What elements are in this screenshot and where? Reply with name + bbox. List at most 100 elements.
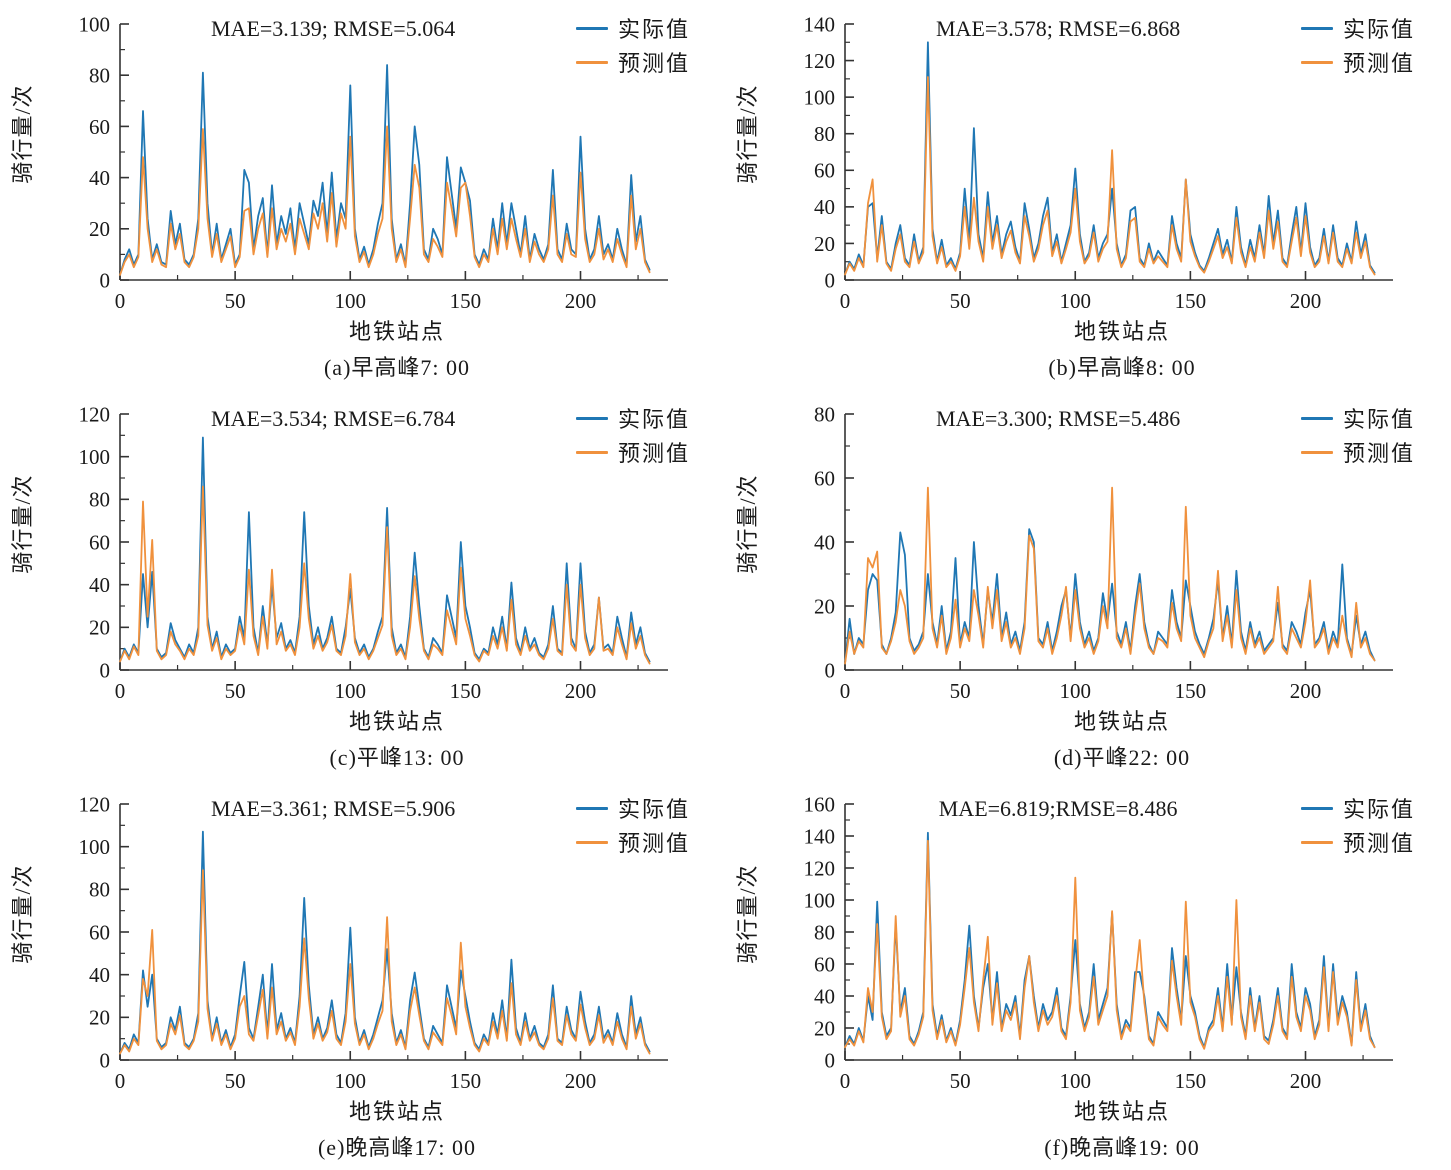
x-axis-label: 地铁站点 (348, 709, 445, 734)
svg-text:0: 0 (115, 1069, 126, 1093)
svg-text:0: 0 (115, 679, 126, 703)
legend-item-actual: 实际值 (1300, 12, 1415, 44)
predicted-line-swatch (575, 450, 608, 454)
legend-item-predicted: 预测值 (575, 46, 690, 78)
x-axis-label: 地铁站点 (1073, 319, 1170, 344)
y-axis-label: 骑行量/次 (735, 474, 760, 574)
svg-text:100: 100 (79, 835, 111, 859)
legend-label-actual: 实际值 (1342, 17, 1415, 42)
subplot-caption-a: (a)早高峰7: 00 (323, 355, 471, 380)
svg-text:60: 60 (814, 466, 835, 490)
svg-text:0: 0 (825, 268, 836, 292)
svg-text:80: 80 (814, 920, 835, 944)
svg-text:0: 0 (840, 289, 851, 313)
legend-label-predicted: 预测值 (1342, 51, 1415, 76)
svg-text:150: 150 (450, 289, 482, 313)
legend: 实际值 预测值 (1300, 12, 1415, 78)
actual-line-swatch (575, 806, 608, 810)
legend: 实际值 预测值 (575, 12, 690, 78)
chart-panel-b: 骑行量/次 0 20 40 60 80 100 120 140 0 50 100 150 200 MAE… (725, 0, 1451, 390)
x-axis-label: 地铁站点 (348, 1099, 445, 1124)
svg-text:150: 150 (1175, 289, 1207, 313)
predicted-line-swatch (1300, 840, 1333, 844)
legend-item-actual: 实际值 (575, 402, 690, 434)
y-axis-label: 骑行量/次 (10, 474, 35, 574)
svg-text:20: 20 (814, 232, 835, 256)
svg-text:40: 40 (89, 573, 110, 597)
metrics-annotation: MAE=3.361; RMSE=5.906 (210, 796, 456, 821)
legend-item-actual: 实际值 (1300, 402, 1415, 434)
plot-area-a: 0 20 40 60 80 100 0 50 100 150 200 MAE=3.139; RMSE… (48, 8, 696, 326)
actual-line-swatch (1300, 26, 1333, 30)
plot-area-c: 0 20 40 60 80 100 120 0 50 100 150 200 MAE=3.534; R… (48, 398, 696, 716)
svg-text:0: 0 (100, 268, 111, 292)
legend: 实际值 预测值 (575, 402, 690, 468)
legend-label-actual: 实际值 (1342, 407, 1415, 432)
svg-text:0: 0 (840, 679, 851, 703)
plot-area-d: 0 20 40 60 80 0 50 100 150 200 MAE=3.300; RMSE=5.… (773, 398, 1421, 716)
svg-text:40: 40 (814, 195, 835, 219)
svg-text:50: 50 (225, 679, 246, 703)
svg-text:100: 100 (335, 1069, 367, 1093)
svg-text:150: 150 (450, 679, 482, 703)
svg-text:100: 100 (1060, 1069, 1092, 1093)
svg-text:0: 0 (100, 658, 111, 682)
line-plot-b: 0 20 40 60 80 100 120 140 0 50 100 150 200 (804, 12, 1393, 313)
plot-area-b: 0 20 40 60 80 100 120 140 0 50 100 150 200 MAE=3.578… (773, 8, 1421, 326)
legend-item-actual: 实际值 (575, 792, 690, 824)
metrics-annotation: MAE=3.139; RMSE=5.064 (210, 16, 456, 41)
svg-text:100: 100 (804, 85, 836, 109)
svg-text:60: 60 (814, 159, 835, 183)
svg-text:60: 60 (89, 530, 110, 554)
predicted-line-swatch (575, 840, 608, 844)
metrics-annotation: MAE=3.300; RMSE=5.486 (935, 406, 1181, 431)
svg-text:50: 50 (950, 289, 971, 313)
svg-text:40: 40 (814, 530, 835, 554)
plot-area-e: 0 20 40 60 80 100 120 0 50 100 150 200 MAE=3.361; R… (48, 788, 696, 1106)
svg-text:50: 50 (225, 289, 246, 313)
svg-text:80: 80 (89, 878, 110, 902)
svg-text:120: 120 (804, 49, 836, 73)
chart-panel-e: 骑行量/次 0 20 40 60 80 100 120 0 50 100 150 200 MAE=3.… (0, 780, 725, 1170)
svg-text:100: 100 (335, 679, 367, 703)
predicted-line-swatch (575, 60, 608, 64)
svg-text:200: 200 (565, 289, 597, 313)
y-axis-label: 骑行量/次 (10, 84, 35, 184)
svg-text:40: 40 (89, 166, 110, 190)
legend-label-actual: 实际值 (617, 17, 690, 42)
legend-item-predicted: 预测值 (1300, 46, 1415, 78)
legend: 实际值 预测值 (1300, 792, 1415, 858)
chart-panel-c: 骑行量/次 0 20 40 60 80 100 120 0 50 100 150 200 MAE=3.… (0, 390, 725, 780)
svg-text:200: 200 (1290, 1069, 1322, 1093)
svg-text:40: 40 (814, 984, 835, 1008)
legend-label-actual: 实际值 (1342, 797, 1415, 822)
svg-text:100: 100 (804, 888, 836, 912)
legend-label-predicted: 预测值 (1342, 831, 1415, 856)
svg-text:200: 200 (565, 1069, 597, 1093)
svg-text:160: 160 (804, 792, 836, 816)
legend: 实际值 预测值 (1300, 402, 1415, 468)
subplot-caption-e: (e)晚高峰17: 00 (317, 1135, 477, 1160)
svg-text:50: 50 (225, 1069, 246, 1093)
svg-text:80: 80 (89, 488, 110, 512)
svg-text:100: 100 (79, 445, 111, 469)
x-axis-label: 地铁站点 (1073, 1099, 1170, 1124)
svg-text:140: 140 (804, 12, 836, 36)
svg-text:0: 0 (840, 1069, 851, 1093)
svg-text:60: 60 (89, 115, 110, 139)
svg-text:40: 40 (89, 963, 110, 987)
svg-text:80: 80 (814, 402, 835, 426)
metrics-annotation: MAE=6.819;RMSE=8.486 (938, 796, 1178, 821)
subplot-caption-f: (f)晚高峰19: 00 (1044, 1135, 1200, 1160)
line-plot-a: 0 20 40 60 80 100 0 50 100 150 200 (79, 12, 668, 313)
legend-label-predicted: 预测值 (617, 831, 690, 856)
metrics-annotation: MAE=3.534; RMSE=6.784 (210, 406, 456, 431)
svg-text:140: 140 (804, 824, 836, 848)
actual-line-swatch (575, 416, 608, 420)
svg-text:100: 100 (1060, 679, 1092, 703)
svg-text:50: 50 (950, 679, 971, 703)
legend-label-predicted: 预测值 (617, 441, 690, 466)
legend-item-predicted: 预测值 (1300, 826, 1415, 858)
predicted-line-swatch (1300, 60, 1333, 64)
svg-text:20: 20 (89, 217, 110, 241)
